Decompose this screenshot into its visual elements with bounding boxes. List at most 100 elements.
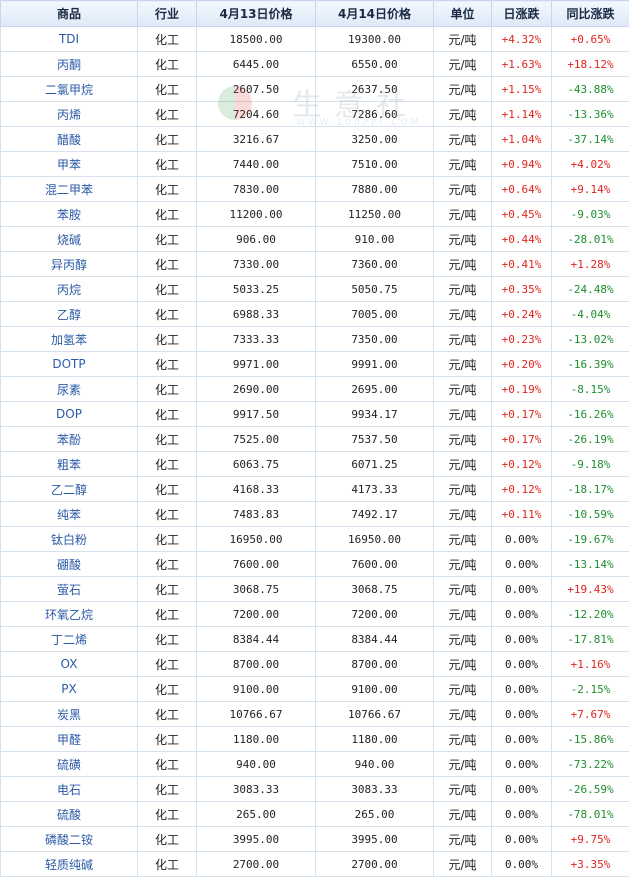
commodity-name-link[interactable]: 加氢苯	[0, 326, 138, 352]
commodity-name-link[interactable]: 钛白粉	[0, 526, 138, 552]
price-prev-cell: 4168.33	[196, 476, 316, 502]
yoy-change-cell: -9.18%	[551, 451, 629, 477]
table-row: 混二甲苯 化工 7830.00 7880.00 元/吨 +0.64% +9.14%	[0, 176, 629, 202]
daily-change-cell: 0.00%	[491, 776, 552, 802]
commodity-name-link[interactable]: 烧碱	[0, 226, 138, 252]
header-industry[interactable]: 行业	[137, 0, 197, 27]
commodity-name-link[interactable]: 硼酸	[0, 551, 138, 577]
unit-cell: 元/吨	[433, 126, 492, 152]
yoy-change-cell: +1.16%	[551, 651, 629, 677]
price-curr-cell: 2695.00	[315, 376, 434, 402]
price-prev-cell: 3995.00	[196, 826, 316, 852]
daily-change-cell: +0.23%	[491, 326, 552, 352]
commodity-name-link[interactable]: PX	[0, 676, 138, 702]
table-row: 二氯甲烷 化工 2607.50 2637.50 元/吨 +1.15% -43.88%	[0, 76, 629, 102]
industry-cell: 化工	[137, 451, 197, 477]
header-yoy-change[interactable]: 同比涨跌	[551, 0, 629, 27]
unit-cell: 元/吨	[433, 576, 492, 602]
price-prev-cell: 8700.00	[196, 651, 316, 677]
industry-cell: 化工	[137, 376, 197, 402]
commodity-name-link[interactable]: 纯苯	[0, 501, 138, 527]
commodity-name-link[interactable]: 萤石	[0, 576, 138, 602]
commodity-name-link[interactable]: 苯酚	[0, 426, 138, 452]
price-curr-cell: 7005.00	[315, 301, 434, 327]
table-row: 乙醇 化工 6988.33 7005.00 元/吨 +0.24% -4.04%	[0, 301, 629, 327]
commodity-name-link[interactable]: 甲醛	[0, 726, 138, 752]
commodity-name-link[interactable]: 磷酸二铵	[0, 826, 138, 852]
commodity-name-link[interactable]: 异丙醇	[0, 251, 138, 277]
price-prev-cell: 18500.00	[196, 26, 316, 52]
commodity-name-link[interactable]: 丁二烯	[0, 626, 138, 652]
table-row: 乙二醇 化工 4168.33 4173.33 元/吨 +0.12% -18.17%	[0, 476, 629, 502]
header-price-apr13[interactable]: 4月13日价格	[196, 0, 316, 27]
commodity-name-link[interactable]: 混二甲苯	[0, 176, 138, 202]
daily-change-cell: +0.20%	[491, 351, 552, 377]
commodity-name-link[interactable]: 丙酮	[0, 51, 138, 77]
header-price-apr14[interactable]: 4月14日价格	[315, 0, 434, 27]
industry-cell: 化工	[137, 776, 197, 802]
price-curr-cell: 3995.00	[315, 826, 434, 852]
price-prev-cell: 7830.00	[196, 176, 316, 202]
commodity-name-link[interactable]: 醋酸	[0, 126, 138, 152]
price-prev-cell: 7600.00	[196, 551, 316, 577]
header-daily-change[interactable]: 日涨跌	[491, 0, 552, 27]
price-prev-cell: 7330.00	[196, 251, 316, 277]
price-prev-cell: 6445.00	[196, 51, 316, 77]
price-curr-cell: 3068.75	[315, 576, 434, 602]
yoy-change-cell: +0.65%	[551, 26, 629, 52]
industry-cell: 化工	[137, 826, 197, 852]
commodity-name-link[interactable]: DOP	[0, 401, 138, 427]
commodity-name-link[interactable]: 丙烷	[0, 276, 138, 302]
table-row: 丙酮 化工 6445.00 6550.00 元/吨 +1.63% +18.12%	[0, 51, 629, 77]
price-prev-cell: 9917.50	[196, 401, 316, 427]
daily-change-cell: 0.00%	[491, 601, 552, 627]
unit-cell: 元/吨	[433, 451, 492, 477]
yoy-change-cell: -26.19%	[551, 426, 629, 452]
table-row: 磷酸二铵 化工 3995.00 3995.00 元/吨 0.00% +9.75%	[0, 826, 629, 852]
daily-change-cell: 0.00%	[491, 526, 552, 552]
table-row: 轻质纯碱 化工 2700.00 2700.00 元/吨 0.00% +3.35%	[0, 851, 629, 877]
commodity-name-link[interactable]: 轻质纯碱	[0, 851, 138, 877]
table-row: 苯胺 化工 11200.00 11250.00 元/吨 +0.45% -9.03%	[0, 201, 629, 227]
commodity-name-link[interactable]: 苯胺	[0, 201, 138, 227]
industry-cell: 化工	[137, 576, 197, 602]
price-curr-cell: 6550.00	[315, 51, 434, 77]
commodity-name-link[interactable]: 丙烯	[0, 101, 138, 127]
commodity-name-link[interactable]: 乙二醇	[0, 476, 138, 502]
daily-change-cell: 0.00%	[491, 626, 552, 652]
industry-cell: 化工	[137, 26, 197, 52]
commodity-name-link[interactable]: TDI	[0, 26, 138, 52]
unit-cell: 元/吨	[433, 226, 492, 252]
table-row: 甲醛 化工 1180.00 1180.00 元/吨 0.00% -15.86%	[0, 726, 629, 752]
commodity-name-link[interactable]: 电石	[0, 776, 138, 802]
commodity-name-link[interactable]: 硫磺	[0, 751, 138, 777]
commodity-name-link[interactable]: 粗苯	[0, 451, 138, 477]
price-curr-cell: 2637.50	[315, 76, 434, 102]
commodity-name-link[interactable]: 硫酸	[0, 801, 138, 827]
header-commodity[interactable]: 商品	[0, 0, 138, 27]
industry-cell: 化工	[137, 351, 197, 377]
commodity-name-link[interactable]: 乙醇	[0, 301, 138, 327]
unit-cell: 元/吨	[433, 301, 492, 327]
daily-change-cell: +0.17%	[491, 426, 552, 452]
table-body: TDI 化工 18500.00 19300.00 元/吨 +4.32% +0.65% 丙酮 化工…	[0, 26, 629, 877]
table-row: 纯苯 化工 7483.83 7492.17 元/吨 +0.11% -10.59%	[0, 501, 629, 527]
commodity-name-link[interactable]: OX	[0, 651, 138, 677]
price-prev-cell: 7204.60	[196, 101, 316, 127]
price-prev-cell: 6063.75	[196, 451, 316, 477]
daily-change-cell: +0.45%	[491, 201, 552, 227]
commodity-name-link[interactable]: 甲苯	[0, 151, 138, 177]
price-prev-cell: 2700.00	[196, 851, 316, 877]
commodity-name-link[interactable]: 尿素	[0, 376, 138, 402]
commodity-name-link[interactable]: 环氧乙烷	[0, 601, 138, 627]
unit-cell: 元/吨	[433, 801, 492, 827]
unit-cell: 元/吨	[433, 826, 492, 852]
commodity-name-link[interactable]: DOTP	[0, 351, 138, 377]
commodity-name-link[interactable]: 二氯甲烷	[0, 76, 138, 102]
commodity-name-link[interactable]: 炭黑	[0, 701, 138, 727]
header-unit[interactable]: 单位	[433, 0, 492, 27]
unit-cell: 元/吨	[433, 526, 492, 552]
table-row: 环氧乙烷 化工 7200.00 7200.00 元/吨 0.00% -12.20%	[0, 601, 629, 627]
yoy-change-cell: +18.12%	[551, 51, 629, 77]
